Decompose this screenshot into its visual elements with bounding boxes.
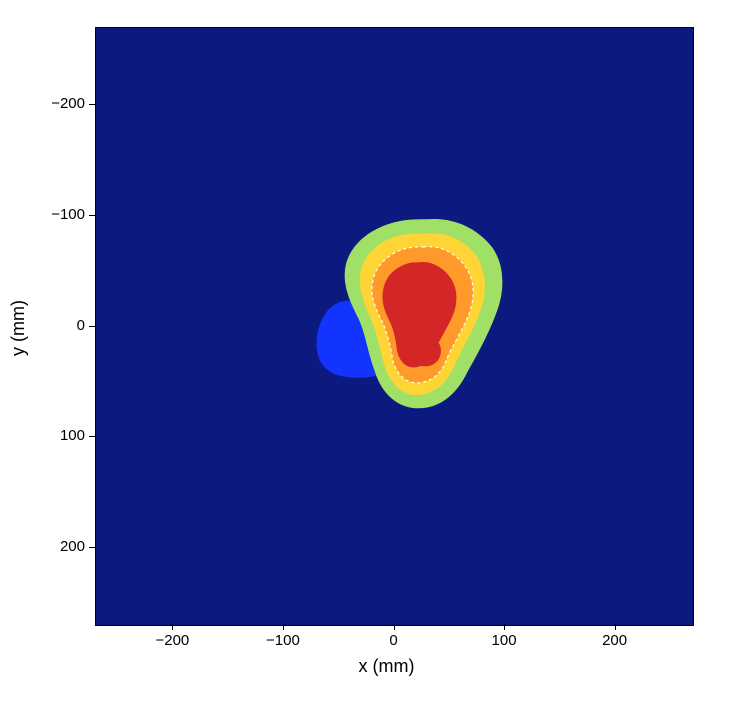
y-tick-mark — [89, 104, 95, 105]
figure-container: x (mm) y (mm) −200 −100 0 100 200 −200 −100 0 10… — [0, 0, 738, 706]
y-tick-label: −100 — [51, 206, 85, 223]
y-tick-label: 200 — [60, 538, 85, 555]
y-tick-label: 100 — [60, 427, 85, 444]
x-tick-label: 100 — [484, 632, 524, 649]
y-tick-label: 0 — [77, 317, 85, 334]
heatmap-contours — [96, 28, 693, 625]
x-tick-label: 200 — [595, 632, 635, 649]
y-tick-mark — [89, 547, 95, 548]
plot-area — [95, 27, 694, 626]
x-tick-label: −200 — [152, 632, 192, 649]
x-tick-mark — [172, 624, 173, 630]
x-tick-mark — [283, 624, 284, 630]
x-axis-label: x (mm) — [359, 656, 415, 677]
y-tick-mark — [89, 436, 95, 437]
contour-level — [410, 335, 441, 366]
y-tick-mark — [89, 215, 95, 216]
x-tick-mark — [615, 624, 616, 630]
y-axis-label: y (mm) — [8, 300, 29, 356]
x-tick-mark — [394, 624, 395, 630]
y-tick-mark — [89, 326, 95, 327]
y-tick-label: −200 — [51, 95, 85, 112]
x-tick-mark — [504, 624, 505, 630]
x-tick-label: 0 — [374, 632, 414, 649]
x-tick-label: −100 — [263, 632, 303, 649]
